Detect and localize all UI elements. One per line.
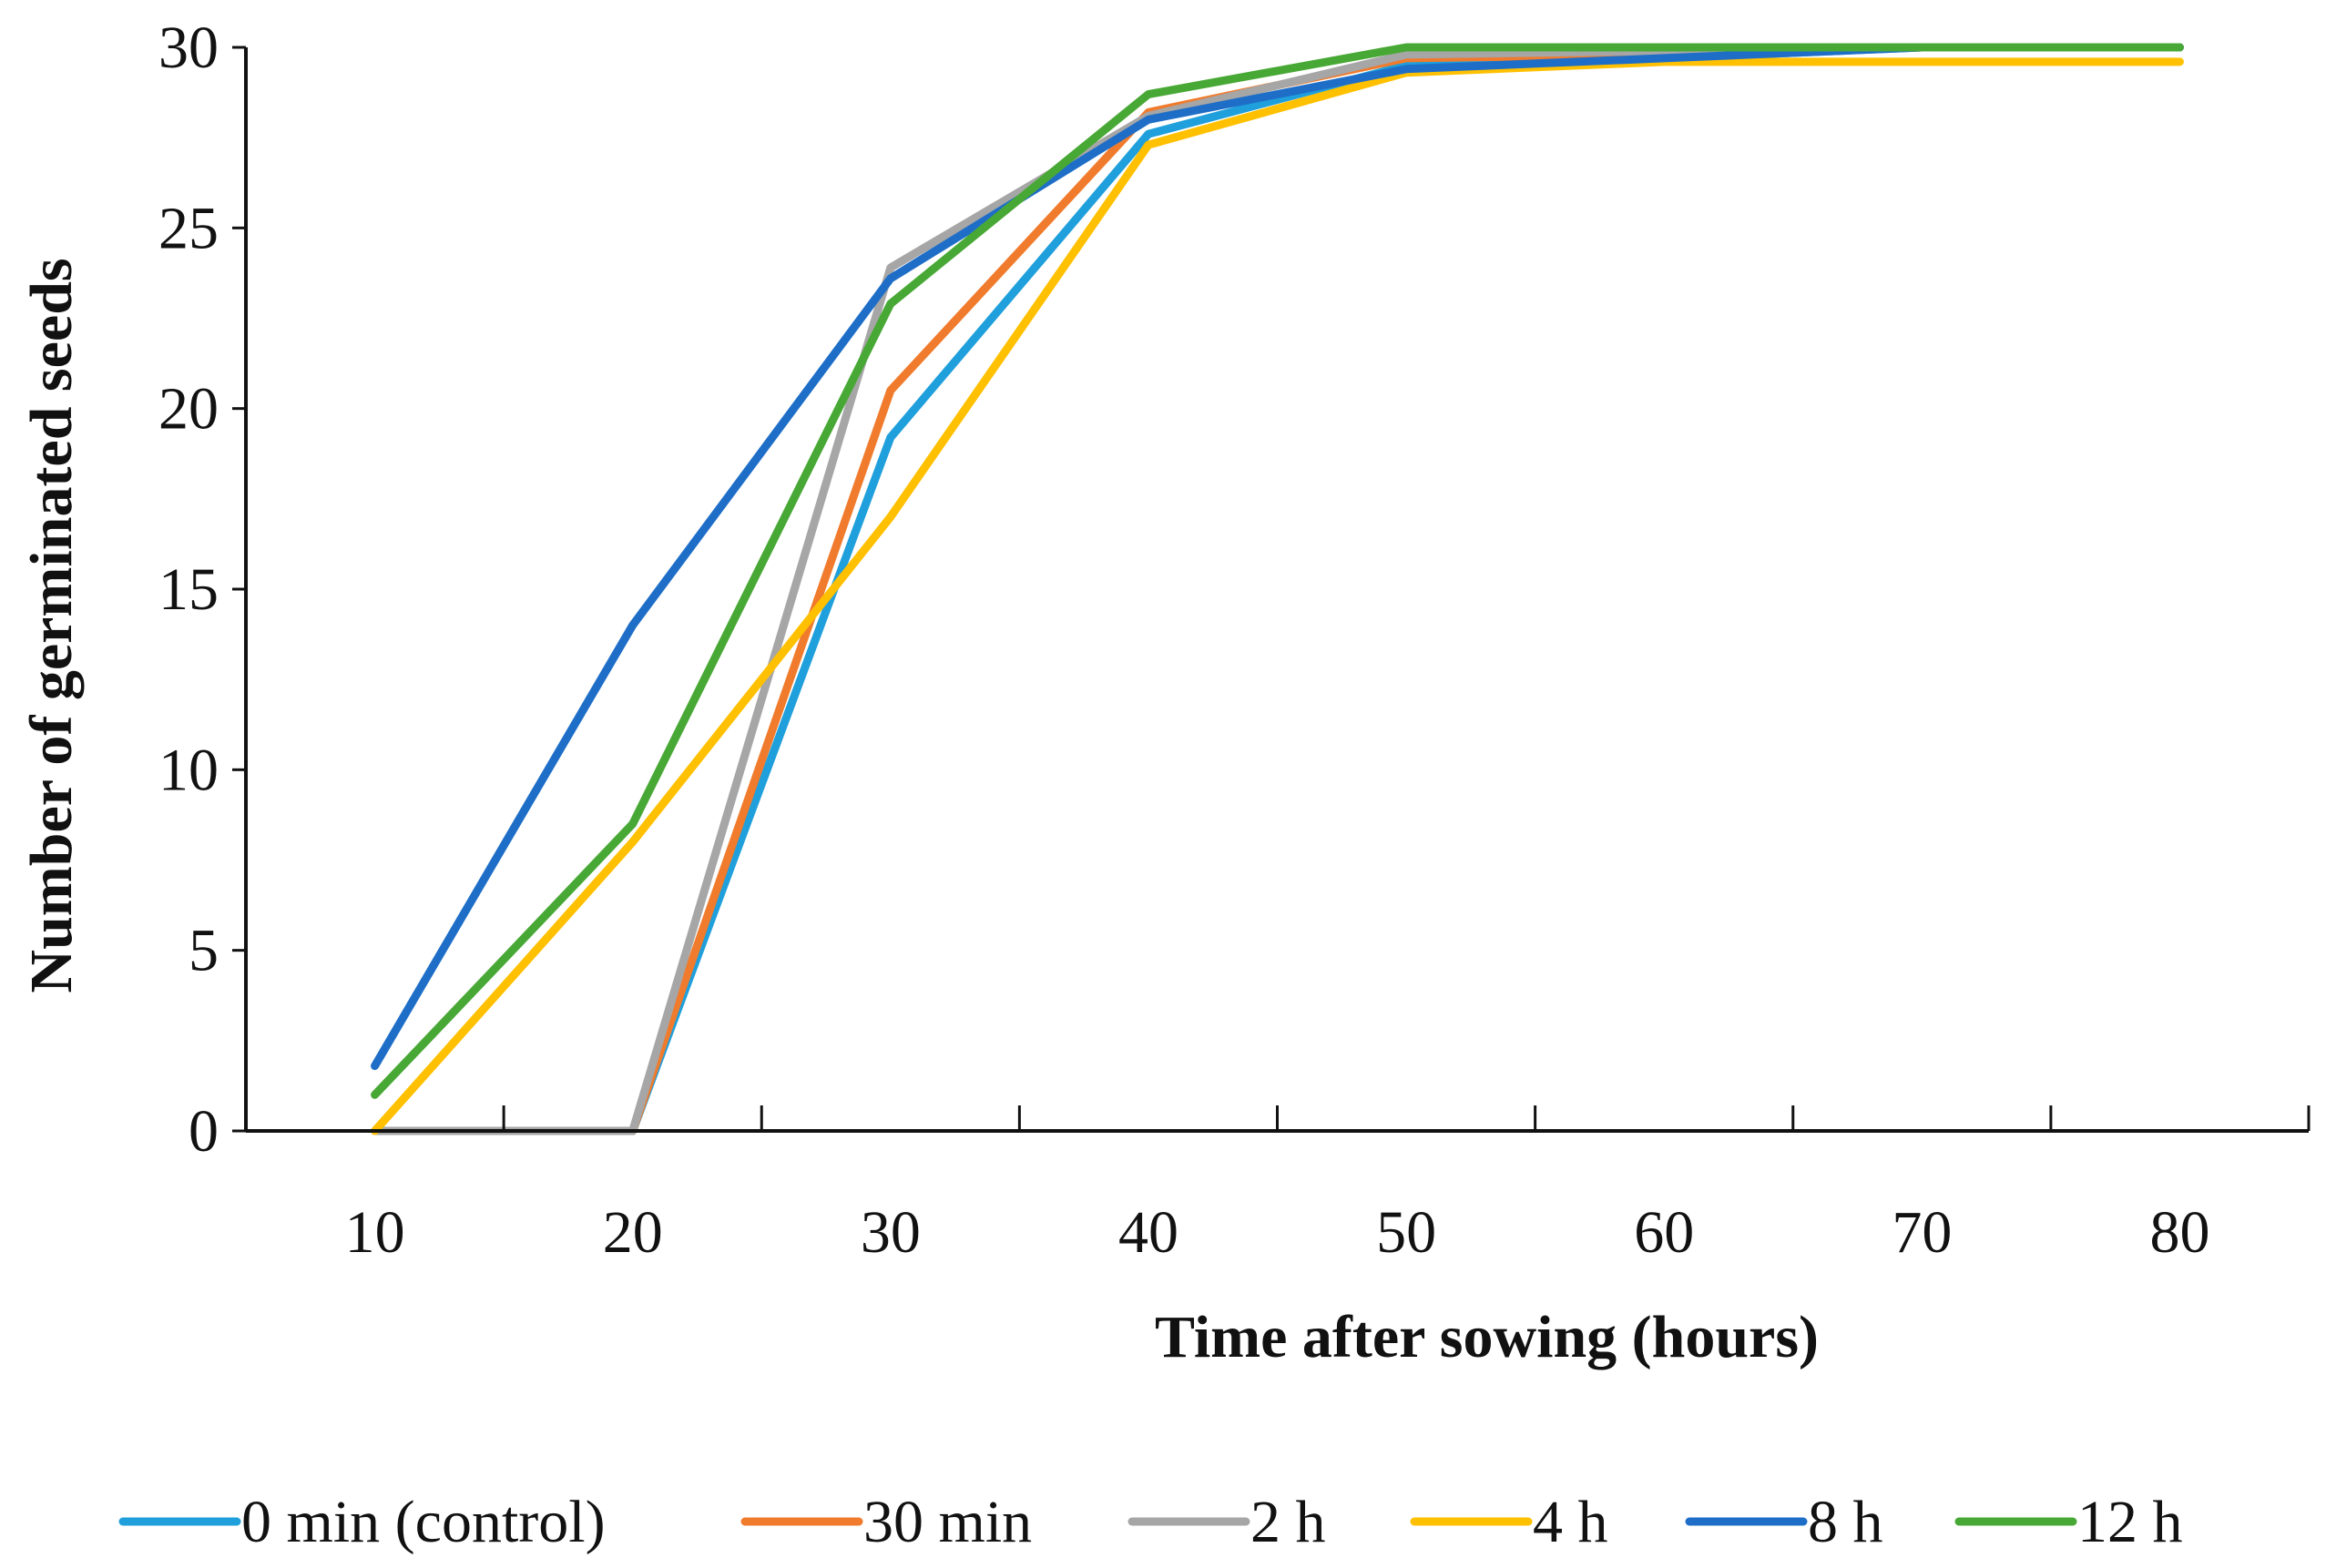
series-line-3: [371, 57, 2184, 1135]
y-tick-label: 5: [189, 918, 219, 984]
y-tick-label: 25: [158, 195, 219, 261]
series-line-1: [371, 43, 2184, 1135]
series-line-5: [371, 43, 2184, 1099]
legend-label: 0 min (control): [241, 1489, 606, 1555]
y-axis-title: Number of germinated seeds: [18, 258, 85, 993]
y-tick-label: 10: [158, 737, 219, 803]
x-tick-label: 40: [1118, 1199, 1178, 1266]
x-tick-label: 80: [2149, 1199, 2209, 1266]
x-tick-label: 10: [345, 1199, 405, 1266]
x-axis-title: Time after sowing (hours): [1155, 1304, 1819, 1370]
series-line-2: [371, 43, 2184, 1135]
series-line-4: [371, 43, 2184, 1071]
axis-layer: [244, 47, 2309, 1133]
legend-label: 4 h: [1533, 1489, 1608, 1555]
y-tick-label: 0: [189, 1098, 219, 1165]
legend-label: 30 min: [863, 1489, 1032, 1555]
y-tick-label: 20: [158, 376, 219, 443]
legend-label: 2 h: [1250, 1489, 1326, 1555]
legend-label: 12 h: [2077, 1489, 2183, 1555]
series-layer: [371, 43, 2184, 1135]
legend-label: 8 h: [1808, 1489, 1883, 1555]
x-tick-label: 60: [1634, 1199, 1694, 1266]
tick-layer: 0 5 10 15 20 25 30 10 20 30 40 50 60 70 80: [158, 15, 2311, 1266]
series-line-0: [371, 43, 2184, 1135]
x-tick-label: 70: [1892, 1199, 1952, 1266]
legend: 0 min (control) 30 min 2 h 4 h 8 h 12 h: [118, 1489, 2183, 1555]
x-tick-label: 50: [1376, 1199, 1436, 1266]
y-tick-label: 15: [158, 556, 219, 623]
y-tick-label: 30: [158, 15, 219, 81]
x-tick-label: 20: [603, 1199, 663, 1266]
x-tick-label: 30: [861, 1199, 921, 1266]
